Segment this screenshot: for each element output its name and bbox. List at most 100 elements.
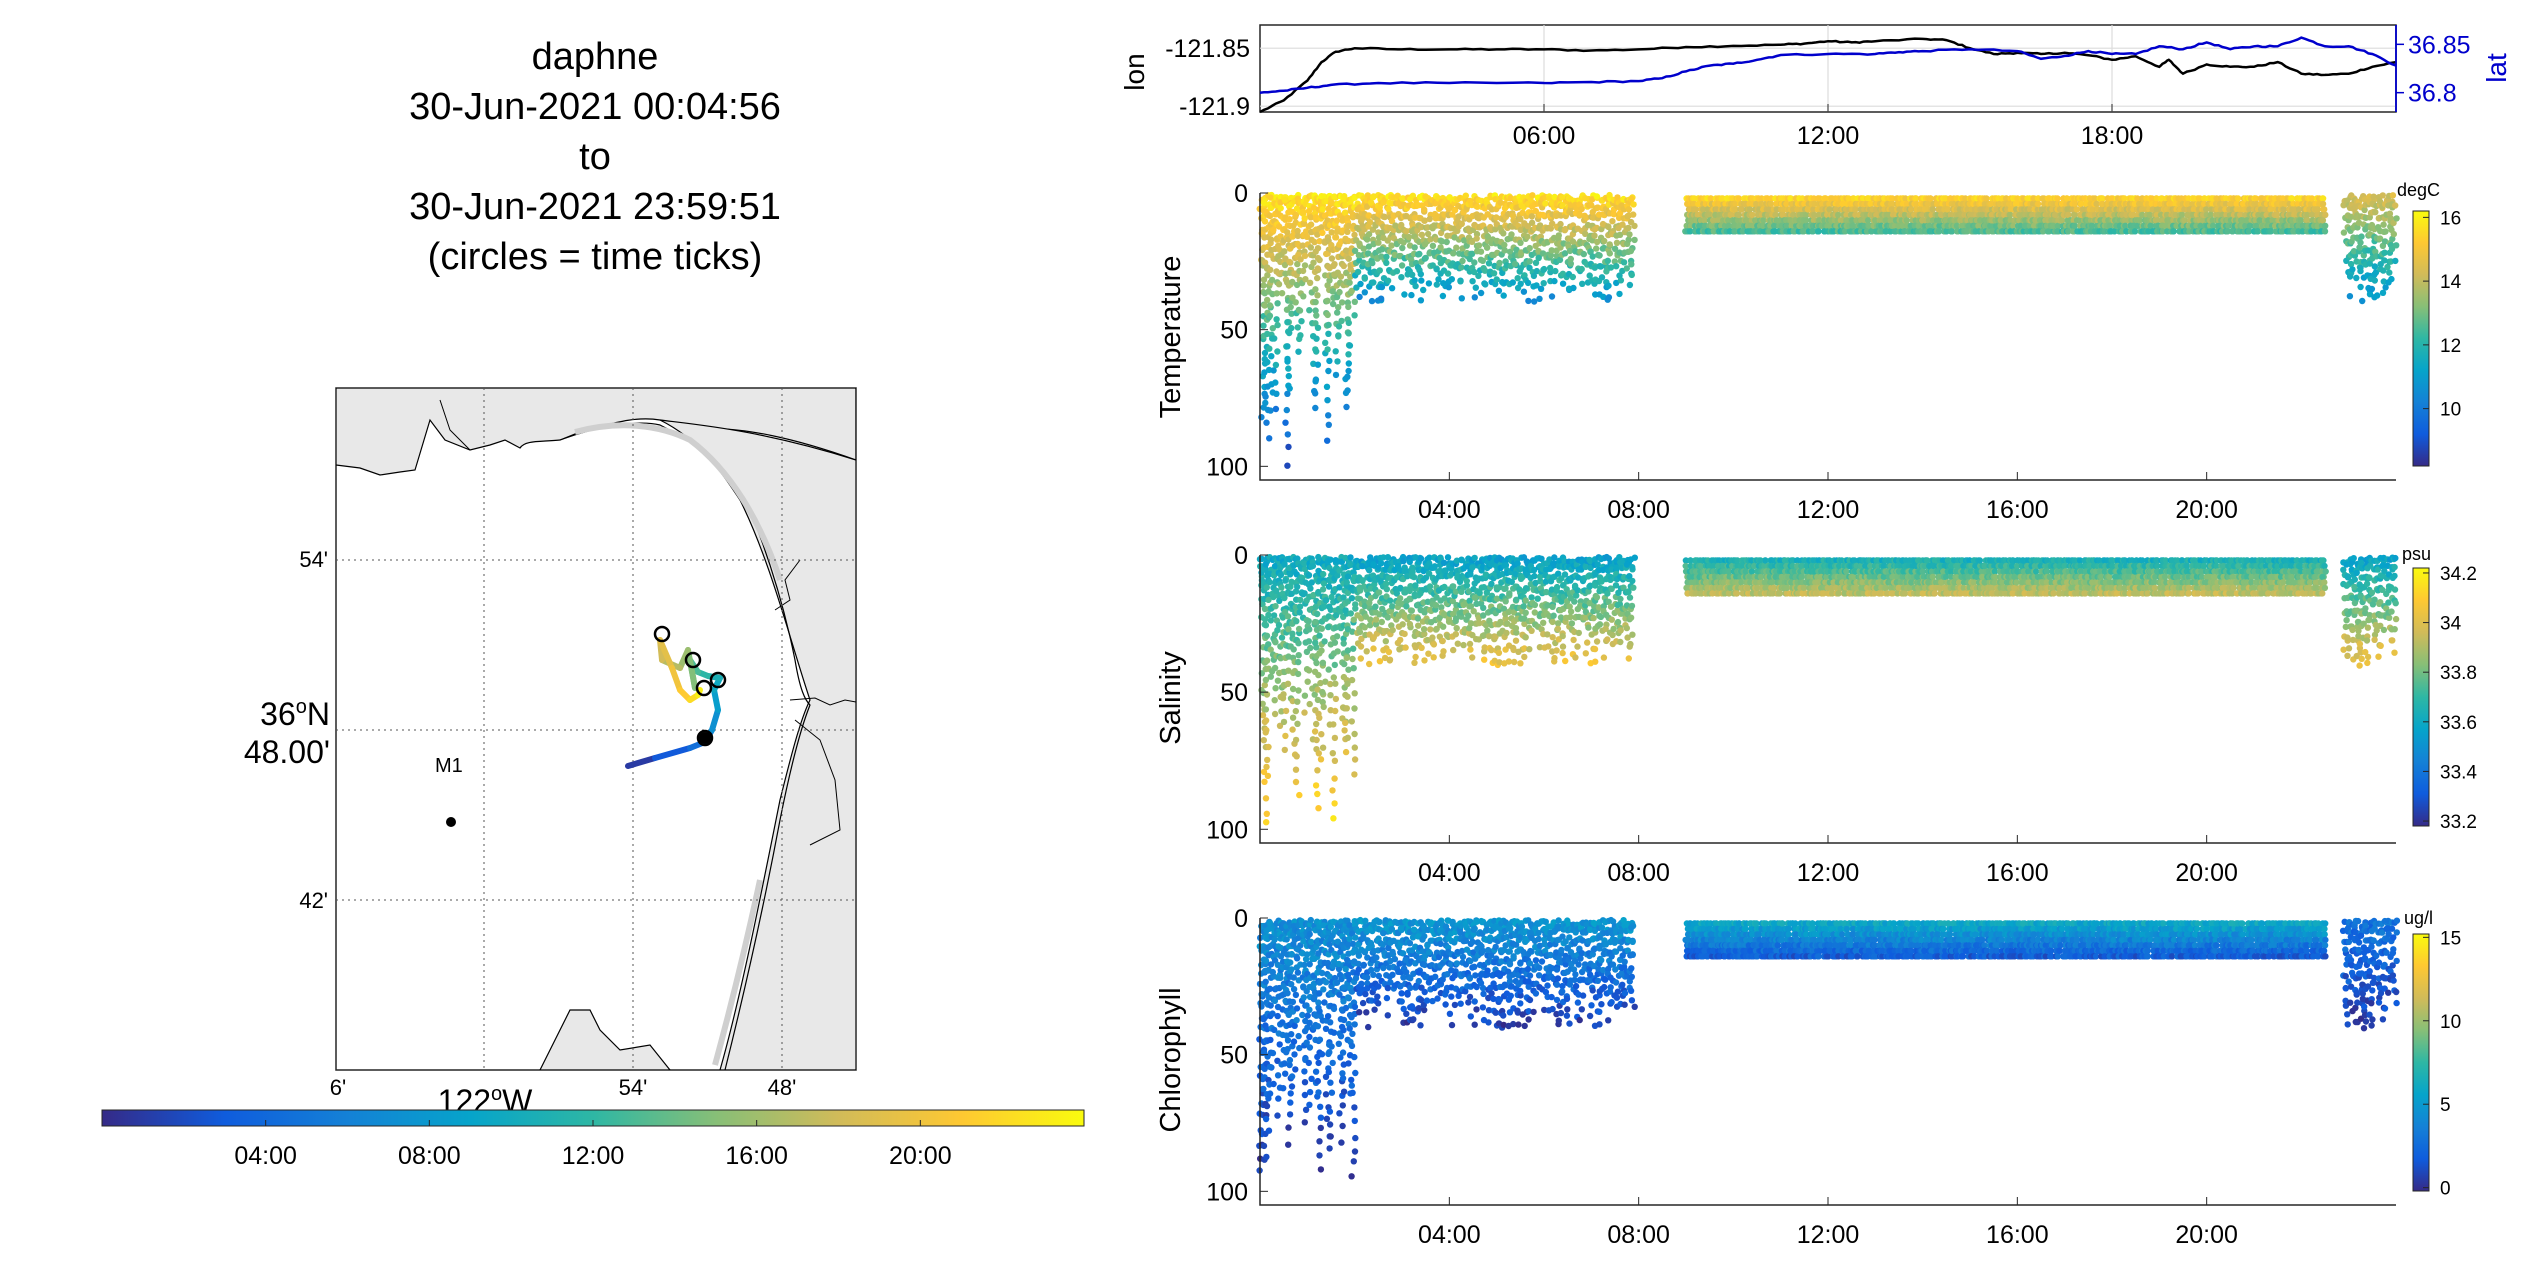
salinity-point	[1295, 652, 1302, 659]
temperature-point	[1500, 230, 1507, 237]
salinity-point	[1294, 670, 1302, 678]
salinity-point	[1420, 626, 1428, 633]
salinity-point	[1304, 678, 1311, 685]
temperature-point	[1443, 238, 1450, 246]
salinity-point	[1295, 687, 1302, 694]
salinity-point	[1262, 795, 1270, 802]
salinity-point	[1320, 703, 1327, 711]
salinity-point	[1332, 695, 1340, 703]
temperature-point	[1301, 262, 1309, 269]
temperature-point	[1552, 267, 1559, 275]
mooring-m1-label: M1	[435, 755, 463, 777]
temperature-point	[1383, 259, 1390, 267]
salinity-point	[1305, 572, 1313, 579]
temperature-point	[1631, 222, 1638, 230]
temperature-point	[2368, 285, 2376, 293]
temperature-point	[1420, 286, 1427, 294]
map-lat-label-48-deg: 36oN	[260, 696, 330, 732]
temperature-point	[1578, 205, 1585, 213]
temperature-point	[2393, 242, 2400, 249]
temperature-point	[1292, 211, 1300, 219]
temperature-point	[1357, 280, 1364, 288]
temperature-point	[1261, 218, 1269, 225]
temperature-point	[1501, 247, 1508, 254]
temperature-point	[1416, 250, 1423, 258]
salinity-point	[1315, 671, 1322, 679]
salinity-point	[1311, 618, 1319, 626]
temperature-point	[1312, 298, 1319, 306]
temperature-point	[1334, 309, 1341, 316]
temperature-point	[1548, 293, 1556, 300]
temperature-point	[1331, 193, 1338, 200]
temperature-point	[2131, 228, 2139, 235]
temperature-point	[1260, 282, 1267, 289]
lonlat-xtick-label: 06:00	[1513, 122, 1576, 150]
temperature-point	[1517, 239, 1524, 246]
temperature-point	[1307, 214, 1315, 221]
salinity-point	[1262, 561, 1269, 568]
temperature-point	[1260, 276, 1268, 283]
salinity-point	[1315, 750, 1323, 757]
temperature-point	[1266, 345, 1273, 352]
salinity-point	[1330, 815, 1337, 822]
temperature-point	[1529, 192, 1536, 199]
temperature-point	[1409, 271, 1416, 278]
temperature-point	[1263, 419, 1270, 426]
time-tick-circle	[709, 671, 727, 689]
temperature-colorbar-tick-label: 14	[2440, 272, 2462, 293]
temperature-point	[1599, 245, 1607, 252]
salinity-point	[1314, 767, 1321, 774]
temperature-point	[1312, 214, 1320, 221]
temperature-point	[1272, 405, 1280, 413]
salinity-point	[1263, 632, 1271, 639]
salinity-point	[1318, 625, 1326, 632]
salinity-point	[1401, 630, 1408, 638]
salinity-point	[1330, 674, 1338, 681]
temperature-point	[1525, 297, 1532, 305]
title-line-5: (circles = time ticks)	[427, 236, 763, 278]
temperature-point	[2358, 233, 2365, 240]
temperature-point	[1289, 278, 1296, 286]
temperature-point	[1473, 235, 1480, 242]
temperature-point	[1325, 263, 1332, 271]
temperature-point	[1335, 333, 1342, 340]
temperature-point	[1475, 242, 1483, 249]
temperature-point	[1301, 252, 1309, 259]
time-colorbar-tick-label: 04:00	[234, 1142, 297, 1170]
temperature-point	[1606, 250, 1614, 257]
temperature-point	[1625, 206, 1633, 213]
track-segment	[625, 755, 658, 769]
temperature-point	[1606, 241, 1613, 248]
lonlat-right-ylabel: lat	[2481, 53, 2512, 83]
temperature-point	[2071, 222, 2078, 229]
temperature-point	[1542, 200, 1549, 207]
salinity-point	[1293, 753, 1300, 760]
temperature-point	[1298, 318, 1305, 325]
salinity-point	[1263, 763, 1270, 771]
salinity-point	[1262, 706, 1270, 713]
temperature-point	[1376, 204, 1383, 211]
temperature-point	[1312, 307, 1319, 314]
temperature-point	[1302, 276, 1309, 283]
salinity-point	[1363, 648, 1370, 655]
temperature-point	[1286, 216, 1293, 223]
temperature-point	[1292, 299, 1299, 306]
temperature-point	[2319, 200, 2327, 208]
salinity-point	[1296, 791, 1303, 799]
temperature-scatter	[1256, 191, 2400, 469]
temperature-point	[1393, 268, 1401, 275]
salinity-point	[1292, 778, 1300, 786]
temperature-point	[2353, 274, 2360, 282]
temperature-point	[1294, 324, 1302, 331]
temperature-point	[1337, 273, 1345, 280]
map-graticule	[336, 388, 856, 1070]
salinity-point	[1263, 819, 1270, 826]
temperature-point	[1305, 207, 1313, 215]
salinity-point	[1301, 692, 1309, 699]
temperature-point	[2388, 275, 2395, 283]
salinity-point	[1342, 748, 1350, 756]
salinity-point	[1320, 570, 1327, 578]
temperature-point	[1631, 236, 1638, 244]
salinity-point	[1263, 810, 1271, 817]
